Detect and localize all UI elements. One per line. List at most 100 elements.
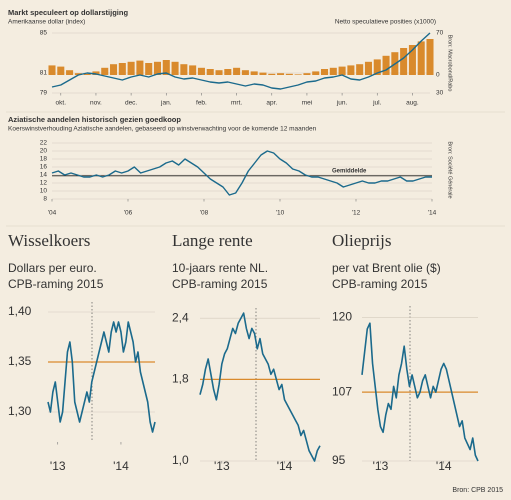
bar [48,65,56,75]
bar [259,72,267,75]
bar [92,71,100,75]
bar [162,60,170,75]
bar [101,67,109,75]
x-tick-label: '13 [50,459,66,473]
y-tick-label: 18 [40,156,48,163]
source: Bron: CPB 2015 [452,487,503,494]
y-tick-label: 1,35 [8,354,32,368]
bar [417,41,425,75]
reference-label: CPB-raming 2015 [8,277,104,291]
y-tick-label: 120 [332,310,352,324]
bar [250,71,258,75]
bar [356,64,364,75]
y-tick-label: 10 [40,188,48,195]
data-line [199,312,321,462]
y-tick-label: 12 [40,180,48,187]
x-tick-label: '14 [113,459,129,473]
x-tick-label: '12 [352,210,361,217]
bar [83,73,91,75]
y2-tick-label: 0 [436,72,440,79]
data-line [47,321,156,433]
y2-tick-label: 70 [436,30,444,37]
bar [66,70,74,75]
bar [180,64,188,75]
y-tick-label: 8 [43,196,47,203]
bar [338,66,346,75]
x-tick-label: apr. [266,100,277,107]
panel-subtitle: Dollars per euro. [8,261,97,275]
bar [364,61,372,75]
bar [294,74,302,75]
x-tick-label: aug. [406,100,419,107]
y-tick-label: 22 [40,140,48,147]
bar [233,67,241,75]
bar [136,60,144,75]
reference-label: CPB-raming 2015 [172,277,268,291]
x-tick-label: jan. [160,100,172,107]
x-tick-label: '14 [436,459,452,473]
bar [241,70,249,75]
bar [320,69,329,75]
panel-title: Wisselkoers [8,231,90,250]
panel-title: Lange rente [172,231,253,250]
bar [197,67,205,75]
bar [215,70,223,75]
bar [329,67,337,75]
bar [382,55,390,75]
bar [171,61,179,75]
y-tick-label: 79 [40,90,48,97]
y-tick-label: 107 [332,384,352,398]
y-tick-label: 2,4 [172,310,189,324]
chart-title: Aziatische aandelen historisch gezien go… [8,115,181,124]
y2-axis-label: Netto speculatieve posities (x1000) [335,19,436,26]
chart-subtitle: Amerikaanse dollar (index) [8,19,85,26]
bar [400,48,408,75]
bar [303,73,311,75]
source: Bron: Macrobond/Rabo [447,35,453,92]
y-tick-label: 81 [40,70,48,77]
chart-title: Markt speculeert op dollarstijging [8,8,128,17]
x-tick-label: '06 [124,210,133,217]
x-tick-label: dec. [125,100,137,107]
x-tick-label: '13 [373,459,389,473]
x-tick-label: '08 [200,210,209,217]
x-tick-label: '10 [276,210,285,217]
x-tick-label: okt. [56,100,67,107]
reference-label: CPB-raming 2015 [332,277,428,291]
bar [189,65,197,75]
bar [145,63,153,75]
x-tick-label: '14 [428,210,437,217]
y-tick-label: 1,8 [172,372,189,386]
bar [268,73,276,75]
bar [277,73,285,75]
panel-subtitle: per vat Brent olie ($) [332,261,441,275]
bar [224,69,232,75]
bar [153,61,162,75]
x-tick-label: jul. [372,100,382,107]
bar [127,61,135,75]
y2-tick-label: 30 [436,90,444,97]
x-tick-label: feb. [196,100,207,107]
bar [110,64,118,75]
panel-title: Olieprijs [332,231,392,250]
y-tick-label: 1,40 [8,304,32,318]
bar [285,73,293,75]
bar [373,59,381,75]
bar [206,69,214,75]
source: Bron: Société Générale [447,141,453,198]
y-tick-label: 1,30 [8,404,32,418]
y-tick-label: 14 [40,172,48,179]
x-tick-label: mrt. [231,100,242,107]
bar [118,63,126,75]
data-line [51,150,432,196]
chart-subtitle: Koerswinstverhouding Aziatische aandelen… [8,126,317,133]
x-tick-label: '13 [214,459,230,473]
bar [426,39,434,75]
y-tick-label: 85 [40,30,48,37]
panel-subtitle: 10-jaars rente NL. [172,261,268,275]
x-tick-label: mei [302,100,312,107]
bar [74,73,82,75]
y-tick-label: 16 [40,164,48,171]
